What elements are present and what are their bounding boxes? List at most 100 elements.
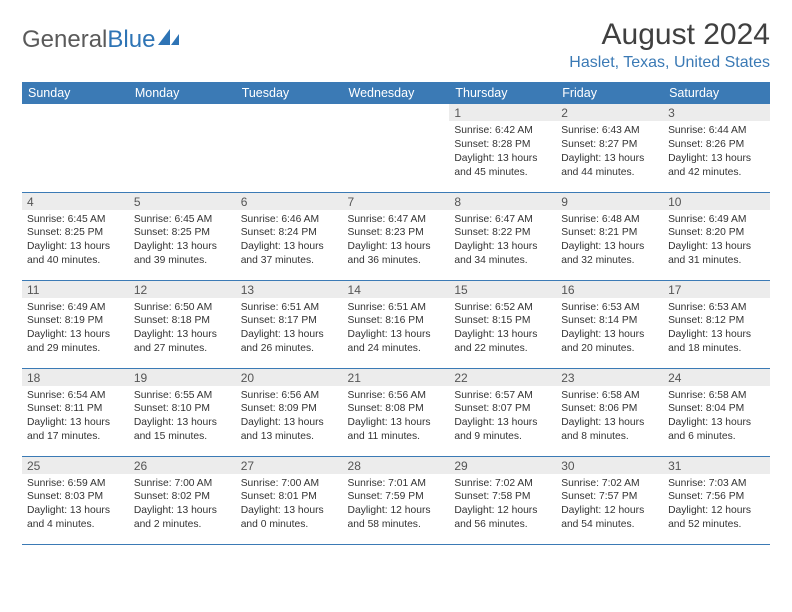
sunset-text: Sunset: 8:01 PM <box>241 490 338 504</box>
day-details: Sunrise: 6:42 AMSunset: 8:28 PMDaylight:… <box>449 121 556 183</box>
sunset-text: Sunset: 8:12 PM <box>668 314 765 328</box>
logo-text-1: General <box>22 26 107 54</box>
sunrise-text: Sunrise: 6:47 AM <box>454 213 551 227</box>
calendar-week-row: 4Sunrise: 6:45 AMSunset: 8:25 PMDaylight… <box>22 192 770 280</box>
calendar-day-cell: 20Sunrise: 6:56 AMSunset: 8:09 PMDayligh… <box>236 368 343 456</box>
daylight-text: Daylight: 13 hours <box>134 328 231 342</box>
day-number-empty <box>129 104 236 121</box>
day-number-empty <box>236 104 343 121</box>
sunset-text: Sunset: 8:16 PM <box>348 314 445 328</box>
day-number: 11 <box>22 281 129 298</box>
calendar-day-cell: 25Sunrise: 6:59 AMSunset: 8:03 PMDayligh… <box>22 456 129 544</box>
day-details: Sunrise: 6:49 AMSunset: 8:19 PMDaylight:… <box>22 298 129 360</box>
day-details: Sunrise: 6:47 AMSunset: 8:22 PMDaylight:… <box>449 210 556 272</box>
sunrise-text: Sunrise: 7:03 AM <box>668 477 765 491</box>
calendar-day-cell: 28Sunrise: 7:01 AMSunset: 7:59 PMDayligh… <box>343 456 450 544</box>
daylight-text: and 37 minutes. <box>241 254 338 268</box>
day-number: 13 <box>236 281 343 298</box>
calendar-day-cell: 31Sunrise: 7:03 AMSunset: 7:56 PMDayligh… <box>663 456 770 544</box>
month-title: August 2024 <box>569 18 770 52</box>
day-number: 22 <box>449 369 556 386</box>
daylight-text: Daylight: 13 hours <box>454 416 551 430</box>
calendar-day-cell: 8Sunrise: 6:47 AMSunset: 8:22 PMDaylight… <box>449 192 556 280</box>
logo-text-2: Blue <box>107 26 155 54</box>
day-details: Sunrise: 7:03 AMSunset: 7:56 PMDaylight:… <box>663 474 770 536</box>
daylight-text: and 34 minutes. <box>454 254 551 268</box>
sunset-text: Sunset: 8:17 PM <box>241 314 338 328</box>
sunset-text: Sunset: 8:09 PM <box>241 402 338 416</box>
day-details: Sunrise: 7:00 AMSunset: 8:02 PMDaylight:… <box>129 474 236 536</box>
sunset-text: Sunset: 8:23 PM <box>348 226 445 240</box>
daylight-text: and 54 minutes. <box>561 518 658 532</box>
sunset-text: Sunset: 8:20 PM <box>668 226 765 240</box>
calendar-day-cell: 18Sunrise: 6:54 AMSunset: 8:11 PMDayligh… <box>22 368 129 456</box>
daylight-text: Daylight: 13 hours <box>454 152 551 166</box>
calendar-day-cell: 3Sunrise: 6:44 AMSunset: 8:26 PMDaylight… <box>663 104 770 192</box>
day-details: Sunrise: 6:59 AMSunset: 8:03 PMDaylight:… <box>22 474 129 536</box>
day-number: 17 <box>663 281 770 298</box>
day-details: Sunrise: 6:49 AMSunset: 8:20 PMDaylight:… <box>663 210 770 272</box>
sunrise-text: Sunrise: 6:50 AM <box>134 301 231 315</box>
weekday-header: Friday <box>556 82 663 104</box>
calendar-day-cell: 5Sunrise: 6:45 AMSunset: 8:25 PMDaylight… <box>129 192 236 280</box>
sunset-text: Sunset: 8:18 PM <box>134 314 231 328</box>
sunset-text: Sunset: 8:08 PM <box>348 402 445 416</box>
day-details: Sunrise: 6:56 AMSunset: 8:08 PMDaylight:… <box>343 386 450 448</box>
daylight-text: Daylight: 13 hours <box>27 416 124 430</box>
calendar-day-cell: 12Sunrise: 6:50 AMSunset: 8:18 PMDayligh… <box>129 280 236 368</box>
sunrise-text: Sunrise: 6:55 AM <box>134 389 231 403</box>
daylight-text: and 27 minutes. <box>134 342 231 356</box>
calendar-head: SundayMondayTuesdayWednesdayThursdayFrid… <box>22 82 770 104</box>
weekday-header: Thursday <box>449 82 556 104</box>
calendar-day-cell: 26Sunrise: 7:00 AMSunset: 8:02 PMDayligh… <box>129 456 236 544</box>
sunset-text: Sunset: 8:10 PM <box>134 402 231 416</box>
sunset-text: Sunset: 8:26 PM <box>668 138 765 152</box>
daylight-text: and 11 minutes. <box>348 430 445 444</box>
calendar-day-cell: 17Sunrise: 6:53 AMSunset: 8:12 PMDayligh… <box>663 280 770 368</box>
sunset-text: Sunset: 8:02 PM <box>134 490 231 504</box>
logo: GeneralBlue <box>22 18 183 54</box>
sunrise-text: Sunrise: 6:44 AM <box>668 124 765 138</box>
daylight-text: and 22 minutes. <box>454 342 551 356</box>
daylight-text: and 8 minutes. <box>561 430 658 444</box>
daylight-text: Daylight: 12 hours <box>668 504 765 518</box>
daylight-text: Daylight: 12 hours <box>348 504 445 518</box>
calendar-day-cell: 2Sunrise: 6:43 AMSunset: 8:27 PMDaylight… <box>556 104 663 192</box>
daylight-text: and 6 minutes. <box>668 430 765 444</box>
daylight-text: Daylight: 13 hours <box>668 328 765 342</box>
daylight-text: Daylight: 13 hours <box>134 240 231 254</box>
day-number: 10 <box>663 193 770 210</box>
daylight-text: Daylight: 13 hours <box>241 504 338 518</box>
daylight-text: and 44 minutes. <box>561 166 658 180</box>
sunset-text: Sunset: 8:25 PM <box>27 226 124 240</box>
daylight-text: Daylight: 13 hours <box>134 416 231 430</box>
sunset-text: Sunset: 8:15 PM <box>454 314 551 328</box>
calendar-day-cell: 7Sunrise: 6:47 AMSunset: 8:23 PMDaylight… <box>343 192 450 280</box>
sunset-text: Sunset: 8:06 PM <box>561 402 658 416</box>
daylight-text: Daylight: 13 hours <box>561 416 658 430</box>
sunset-text: Sunset: 8:24 PM <box>241 226 338 240</box>
sunrise-text: Sunrise: 6:42 AM <box>454 124 551 138</box>
sunset-text: Sunset: 8:28 PM <box>454 138 551 152</box>
title-block: August 2024 Haslet, Texas, United States <box>569 18 770 72</box>
sunrise-text: Sunrise: 6:56 AM <box>348 389 445 403</box>
day-number: 23 <box>556 369 663 386</box>
sunrise-text: Sunrise: 6:57 AM <box>454 389 551 403</box>
daylight-text: and 17 minutes. <box>27 430 124 444</box>
calendar-day-cell: 1Sunrise: 6:42 AMSunset: 8:28 PMDaylight… <box>449 104 556 192</box>
daylight-text: and 39 minutes. <box>134 254 231 268</box>
calendar-day-cell: 21Sunrise: 6:56 AMSunset: 8:08 PMDayligh… <box>343 368 450 456</box>
day-number: 26 <box>129 457 236 474</box>
day-details: Sunrise: 6:45 AMSunset: 8:25 PMDaylight:… <box>129 210 236 272</box>
daylight-text: and 29 minutes. <box>27 342 124 356</box>
day-details: Sunrise: 6:45 AMSunset: 8:25 PMDaylight:… <box>22 210 129 272</box>
sunrise-text: Sunrise: 6:51 AM <box>348 301 445 315</box>
day-details: Sunrise: 6:51 AMSunset: 8:16 PMDaylight:… <box>343 298 450 360</box>
day-number: 18 <box>22 369 129 386</box>
sunrise-text: Sunrise: 6:49 AM <box>27 301 124 315</box>
sunset-text: Sunset: 7:59 PM <box>348 490 445 504</box>
calendar-day-cell <box>343 104 450 192</box>
calendar-day-cell: 30Sunrise: 7:02 AMSunset: 7:57 PMDayligh… <box>556 456 663 544</box>
day-number: 16 <box>556 281 663 298</box>
calendar-day-cell: 13Sunrise: 6:51 AMSunset: 8:17 PMDayligh… <box>236 280 343 368</box>
